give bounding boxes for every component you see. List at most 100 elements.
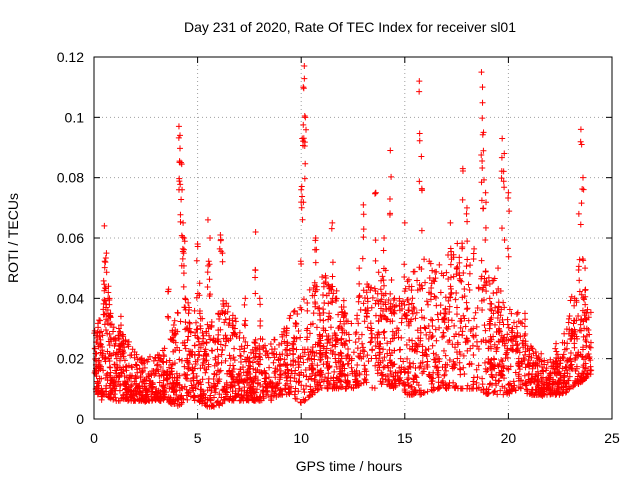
data-point xyxy=(463,306,470,313)
data-point xyxy=(332,337,339,344)
data-point xyxy=(585,355,592,362)
data-point xyxy=(438,379,445,386)
data-point xyxy=(300,121,307,128)
data-point xyxy=(504,345,511,352)
data-point xyxy=(521,323,528,330)
data-point xyxy=(406,383,413,390)
data-point xyxy=(107,364,114,371)
data-point xyxy=(184,365,191,372)
data-point xyxy=(411,305,418,312)
data-point xyxy=(482,268,489,275)
data-point xyxy=(360,353,367,360)
data-point xyxy=(272,374,279,381)
data-point xyxy=(414,277,421,284)
data-point xyxy=(395,334,402,341)
data-point xyxy=(411,376,418,383)
data-point xyxy=(219,250,226,257)
data-point xyxy=(331,368,338,375)
data-point xyxy=(569,383,576,390)
data-point xyxy=(456,259,463,266)
data-point xyxy=(578,291,585,298)
data-point xyxy=(495,299,502,306)
data-point xyxy=(483,288,490,295)
data-point xyxy=(137,373,144,380)
data-point xyxy=(208,347,215,354)
data-point xyxy=(337,358,344,365)
data-point xyxy=(185,310,192,317)
data-point xyxy=(380,247,387,254)
data-point xyxy=(196,398,203,405)
data-point xyxy=(314,362,321,369)
data-point xyxy=(215,378,222,385)
data-point xyxy=(356,354,363,361)
data-point xyxy=(413,309,420,316)
data-point xyxy=(384,340,391,347)
data-point xyxy=(472,309,479,316)
data-point xyxy=(361,318,368,325)
data-point xyxy=(182,296,189,303)
data-point xyxy=(498,225,505,232)
data-point xyxy=(455,341,462,348)
data-point xyxy=(176,132,183,139)
data-point xyxy=(154,361,161,368)
data-point xyxy=(486,295,493,302)
data-point xyxy=(174,309,181,316)
data-point xyxy=(187,329,194,336)
data-point xyxy=(207,235,214,241)
data-point xyxy=(495,378,502,385)
data-point xyxy=(386,357,393,364)
data-point xyxy=(417,391,424,398)
data-point xyxy=(513,311,520,318)
data-point xyxy=(375,317,382,324)
data-point xyxy=(212,356,219,363)
data-point xyxy=(361,348,368,355)
data-point xyxy=(110,324,117,331)
data-point xyxy=(572,356,579,363)
data-point xyxy=(159,347,166,354)
data-point xyxy=(303,382,310,389)
data-point xyxy=(387,368,394,375)
data-point xyxy=(371,190,378,197)
data-point xyxy=(136,385,143,392)
data-point xyxy=(177,218,184,225)
data-point xyxy=(202,369,209,376)
data-point xyxy=(567,355,574,362)
data-point xyxy=(290,308,297,315)
data-point xyxy=(200,340,207,347)
data-point xyxy=(416,78,423,85)
data-point xyxy=(508,310,515,317)
data-point xyxy=(105,355,112,362)
data-point xyxy=(580,364,587,371)
data-point xyxy=(466,361,473,368)
data-point xyxy=(342,377,349,384)
data-point xyxy=(337,370,344,377)
data-point xyxy=(199,329,206,336)
data-point xyxy=(95,387,102,394)
y-tick-label: 0.06 xyxy=(57,230,84,246)
data-point xyxy=(457,385,464,392)
data-point xyxy=(118,322,124,329)
data-point xyxy=(296,361,303,368)
data-point xyxy=(125,362,132,369)
data-point xyxy=(236,346,243,353)
data-point xyxy=(218,359,225,366)
data-point xyxy=(462,323,469,330)
data-point xyxy=(566,363,573,370)
data-point xyxy=(329,335,336,342)
data-point xyxy=(207,336,214,343)
data-point xyxy=(205,258,212,265)
data-point xyxy=(430,375,437,382)
data-point xyxy=(241,384,248,391)
data-point xyxy=(316,356,323,363)
data-point xyxy=(365,307,372,314)
data-point xyxy=(143,394,150,401)
data-point xyxy=(501,342,508,349)
data-point xyxy=(514,330,521,337)
data-point xyxy=(501,304,508,311)
data-point xyxy=(563,345,570,352)
data-point xyxy=(416,387,423,394)
data-point xyxy=(379,273,386,280)
data-point xyxy=(421,350,428,357)
data-point xyxy=(157,390,164,397)
data-point xyxy=(92,355,99,362)
